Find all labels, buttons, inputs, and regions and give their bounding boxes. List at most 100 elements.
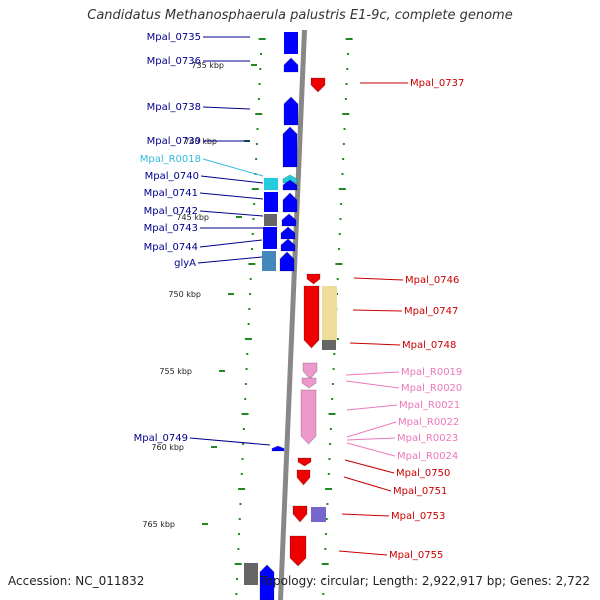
feature-label[interactable]: Mpal_0755: [389, 550, 443, 561]
pseudo-block: [244, 563, 258, 585]
cds-arrow: [289, 535, 307, 567]
feature-label[interactable]: Mpal_R0023: [397, 433, 458, 444]
feature-label[interactable]: Mpal_0743: [144, 223, 198, 234]
guide-dot: [346, 53, 349, 55]
guide-dot: [244, 398, 247, 400]
gene-arrow: [283, 57, 299, 73]
gene-arrow: [282, 192, 298, 213]
guide-dot: [249, 293, 252, 295]
cds-arrow: [306, 273, 321, 285]
feature-label[interactable]: Mpal_0735: [147, 32, 201, 43]
feature-label[interactable]: Mpal_0751: [393, 486, 447, 497]
feature-label[interactable]: Mpal_0738: [147, 102, 201, 113]
guide-dot: [249, 278, 252, 280]
gene-arrow: [279, 251, 295, 272]
guide-dot: [338, 188, 346, 190]
cds-arrow: [292, 505, 308, 523]
guide-dot: [333, 353, 336, 355]
guide-dot: [342, 113, 350, 115]
feature-label[interactable]: Mpal_0736: [147, 56, 201, 67]
guide-dot: [234, 563, 242, 565]
guide-dot: [345, 38, 353, 40]
guide-dot: [324, 548, 327, 550]
feature-label[interactable]: Mpal_0744: [144, 242, 198, 253]
guide-dot: [322, 593, 325, 595]
feature-label[interactable]: Mpal_0742: [144, 206, 198, 217]
leader-line: [344, 459, 395, 474]
leader-line: [197, 256, 263, 264]
feature-labels[interactable]: Mpal_0735 Mpal_0736 Mpal_0738 Mpal_0739 Mpal…: [134, 32, 465, 561]
feature-label[interactable]: Mpal_0749: [134, 433, 188, 444]
scale-tick-label: 755 kbp: [159, 367, 192, 376]
leader-line: [346, 442, 396, 457]
feature-label[interactable]: Mpal_R0019: [401, 367, 462, 378]
cds-arrow: [297, 457, 312, 467]
guide-dot: [258, 38, 266, 40]
guide-dot: [340, 203, 343, 205]
leader-line: [346, 404, 398, 411]
guide-dot: [247, 323, 250, 325]
feature-block: [322, 286, 337, 340]
cds-arrow: [296, 469, 311, 486]
guide-dot: [248, 308, 251, 310]
feature-label[interactable]: Mpal_0747: [404, 306, 458, 317]
feature-label[interactable]: Mpal_R0024: [397, 451, 458, 462]
guide-dot: [325, 488, 333, 490]
feature-label[interactable]: Mpal_0737: [410, 78, 464, 89]
guide-dot: [258, 83, 261, 85]
scale-tick-label: 735 kbp: [191, 61, 224, 70]
feature-label[interactable]: Mpal_R0020: [401, 383, 462, 394]
leader-line: [200, 175, 264, 184]
scale-tick-label: 750 kbp: [168, 290, 201, 299]
leader-line: [189, 437, 271, 446]
guide-dot: [336, 293, 339, 295]
guide-dot: [253, 203, 256, 205]
feature-label[interactable]: Mpal_0741: [144, 188, 198, 199]
feature-blocks: [244, 32, 337, 600]
leader-line: [352, 309, 403, 312]
guide-dot: [343, 128, 346, 130]
guide-dot: [328, 413, 336, 415]
feature-label[interactable]: Mpal_0740: [145, 171, 199, 182]
guide-dot: [241, 458, 244, 460]
gene-arrow: [283, 96, 299, 126]
leader-line: [353, 277, 404, 281]
guide-dot: [259, 53, 262, 55]
guide-dot: [326, 503, 329, 505]
guide-dot: [256, 128, 259, 130]
guide-dot: [328, 458, 331, 460]
feature-label[interactable]: Mpal_0739: [147, 136, 201, 147]
scale-tick-label: 740 kbp: [184, 137, 217, 146]
feature-label[interactable]: glyA: [174, 258, 196, 269]
guide-dot: [331, 383, 334, 385]
label-leaders: [189, 36, 408, 556]
feature-label[interactable]: Mpal_0746: [405, 275, 459, 286]
guide-dot: [242, 443, 245, 445]
guide-dot: [342, 158, 345, 160]
guide-dot: [238, 518, 241, 520]
leader-line: [199, 192, 264, 200]
cds-arrow: [303, 285, 320, 349]
leader-line: [202, 106, 251, 110]
scale-tick-mark: [219, 370, 225, 372]
guide-dot: [321, 563, 329, 565]
leader-line: [199, 210, 264, 217]
feature-label[interactable]: Mpal_R0021: [399, 400, 460, 411]
map-title: Candidatus Methanosphaerula palustris E1…: [87, 8, 513, 23]
feature-label[interactable]: Mpal_0748: [402, 340, 456, 351]
feature-label[interactable]: Mpal_0750: [396, 468, 450, 479]
feature-label[interactable]: Mpal_0753: [391, 511, 445, 522]
gene-arrow: [259, 564, 275, 600]
gene-arrow: [280, 226, 296, 240]
guide-dot: [245, 368, 248, 370]
pseudo-block: [322, 340, 336, 350]
guide-dot: [241, 413, 249, 415]
feature-label[interactable]: Mpal_R0018: [140, 154, 201, 165]
guide-dot: [332, 368, 335, 370]
guide-dot: [252, 218, 255, 220]
guide-dot: [323, 578, 326, 580]
guide-dot: [329, 428, 332, 430]
feature-label[interactable]: Mpal_R0022: [398, 417, 459, 428]
summary-text: Topology: circular; Length: 2,922,917 bp…: [260, 574, 590, 588]
